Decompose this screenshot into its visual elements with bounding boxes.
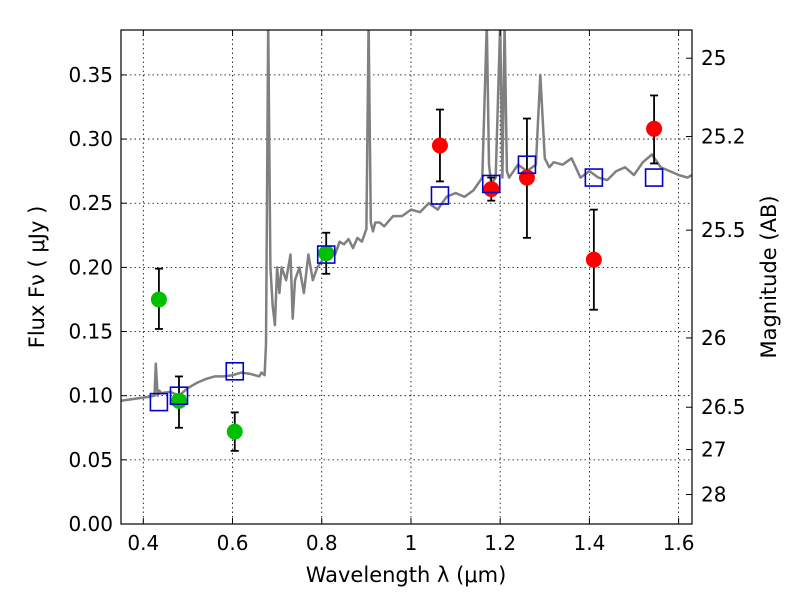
y-axis-label: Flux Fν ( μJy )	[25, 206, 49, 349]
x-tick-label: 1	[405, 531, 418, 555]
model-band-square	[644, 168, 664, 187]
green-data-point	[226, 423, 243, 440]
magnitude-tick-label: 25	[701, 46, 726, 70]
y-tick-label: 0.00	[68, 512, 113, 536]
y-tick-label: 0.05	[68, 448, 113, 472]
x-tick-label: 0.4	[127, 531, 159, 555]
model-band-square	[316, 245, 336, 264]
magnitude-tick-label: 25.5	[701, 218, 746, 242]
model-spectrum-layer	[121, 30, 692, 403]
data-points-layer	[149, 94, 664, 452]
x-tick-label: 1.2	[484, 531, 516, 555]
x-tick-label: 1.4	[573, 531, 605, 555]
y-tick-label: 0.35	[68, 63, 113, 87]
model-band-square	[517, 155, 537, 175]
magnitude-tick-label: 26.5	[701, 395, 746, 419]
green-data-point	[170, 392, 187, 409]
model-band-square	[481, 174, 501, 194]
y-tick-label: 0.25	[68, 191, 113, 215]
x-tick-label: 0.6	[217, 531, 249, 555]
red-data-point	[431, 137, 448, 154]
red-data-point	[646, 120, 663, 137]
red-data-point	[483, 181, 500, 198]
y-tick-label: 0.20	[68, 255, 113, 279]
green-data-point	[150, 291, 167, 308]
x-tick-label: 0.8	[306, 531, 338, 555]
model-spectrum-line	[121, 30, 692, 403]
y-tick-label: 0.30	[68, 127, 113, 151]
green-data-point	[318, 245, 335, 262]
plot-frame	[120, 29, 693, 525]
magnitude-tick-label: 27	[701, 438, 726, 462]
model-band-square	[149, 392, 169, 412]
magnitude-tick-label: 26	[701, 326, 726, 350]
red-data-point	[585, 251, 602, 268]
model-band-square	[430, 186, 450, 205]
model-band-square	[225, 362, 245, 381]
y-tick-label: 0.15	[68, 320, 113, 344]
magnitude-tick-label: 28	[701, 482, 726, 506]
y-tick-label: 0.10	[68, 384, 113, 408]
magnitude-axis-label: Magnitude (AB)	[757, 195, 781, 358]
x-tick-label: 1.6	[663, 531, 695, 555]
model-band-square	[169, 386, 189, 405]
model-band-square	[584, 168, 604, 187]
x-axis-label: Wavelength λ (μm)	[306, 563, 507, 587]
red-data-point	[518, 169, 535, 186]
magnitude-tick-label: 25.2	[701, 124, 746, 148]
grid-layer	[121, 30, 692, 525]
ticks-layer: 0.4 0.6 0.8 1 1.2 1.4 1.6 0.00 0.05 0.10 0.15 0.20 0…	[68, 30, 746, 555]
